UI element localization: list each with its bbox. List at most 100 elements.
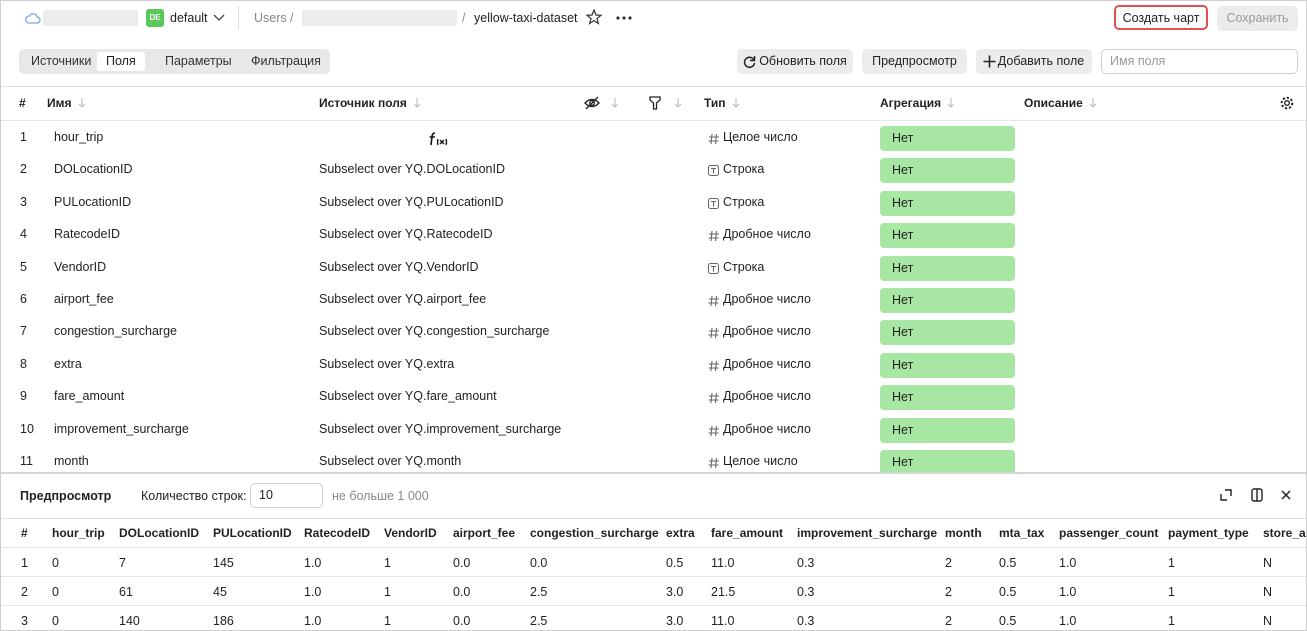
field-source[interactable]: Subselect over YQ.airport_fee — [319, 292, 487, 306]
close-icon[interactable] — [1281, 490, 1291, 500]
field-type[interactable]: Дробное число — [723, 356, 811, 371]
settings-icon[interactable] — [1280, 96, 1294, 110]
rows-input[interactable]: 10 — [250, 483, 323, 508]
field-source[interactable]: Subselect over YQ.extra — [319, 356, 455, 371]
sort-icon[interactable] — [1089, 98, 1097, 108]
preview-cell: 0.5 — [999, 556, 1017, 570]
field-source[interactable]: Subselect over YQ.improvement_surcharge — [319, 421, 562, 436]
expand-icon[interactable] — [1220, 489, 1232, 501]
field-type[interactable]: Строка — [723, 162, 765, 177]
field-type[interactable]: Дробное число — [723, 324, 811, 339]
type-icon — [708, 425, 719, 436]
aggregation-select[interactable]: Нет — [880, 223, 1015, 249]
aggregation-select[interactable]: Нет — [880, 190, 1015, 216]
sort-icon[interactable] — [674, 98, 682, 108]
workspace-name[interactable]: default — [170, 11, 208, 25]
field-name[interactable]: RatecodeID — [54, 227, 121, 242]
field-row[interactable]: 9 fare_amount Subselect over YQ.fare_amoun… — [1, 382, 1306, 412]
sort-icon[interactable] — [732, 98, 740, 108]
tab[interactable]: Поля — [97, 52, 145, 71]
formula-icon[interactable] — [429, 132, 448, 146]
aggregation-select[interactable]: Нет — [880, 288, 1015, 313]
tab[interactable]: Параметры — [165, 54, 232, 68]
field-type[interactable]: Целое число — [723, 130, 798, 144]
field-row[interactable]: 3 PULocationID Subselect over YQ.PULocatio… — [1, 188, 1306, 218]
search-input[interactable]: Имя поля — [1101, 49, 1298, 74]
preview-cell: 145 — [213, 556, 234, 570]
favorite-star[interactable] — [585, 8, 603, 25]
more-menu[interactable] — [616, 16, 632, 20]
field-type[interactable]: Дробное число — [723, 292, 811, 306]
field-row[interactable]: 7 congestion_surcharge Subselect over YQ.c… — [1, 317, 1306, 347]
preview-button[interactable]: Предпросмотр — [862, 49, 967, 74]
chevron-down[interactable] — [213, 14, 225, 22]
preview-cell: 1 — [384, 585, 391, 599]
field-name[interactable]: fare_amount — [54, 389, 125, 404]
field-name[interactable]: congestion_surcharge — [54, 324, 177, 339]
save-button[interactable]: Сохранить — [1217, 6, 1298, 31]
sort-icon[interactable] — [611, 98, 619, 108]
field-row[interactable]: 6 airport_fee Subselect over YQ.airport_fe… — [1, 285, 1306, 315]
breadcrumb-item[interactable]: Users — [254, 11, 287, 25]
column-header[interactable]: Имя — [47, 96, 72, 110]
aggregation-select[interactable]: Нет — [880, 126, 1015, 151]
field-name[interactable]: improvement_surcharge — [54, 421, 189, 436]
refresh-icon — [743, 56, 756, 69]
preview-column-header: # — [21, 526, 28, 540]
column-header[interactable]: Агрегация — [880, 96, 942, 110]
field-source[interactable]: Subselect over YQ.PULocationID — [319, 194, 504, 209]
field-name[interactable]: month — [54, 454, 89, 468]
field-name[interactable]: VendorID — [54, 259, 107, 274]
add-field-button[interactable]: Добавить поле — [976, 49, 1092, 74]
aggregation-select[interactable]: Нет — [880, 417, 1015, 443]
aggregation-select[interactable]: Нет — [880, 255, 1015, 281]
aggregation-select[interactable]: Нет — [880, 385, 1015, 411]
column-header[interactable]: Тип — [704, 96, 726, 110]
field-row[interactable]: 1 hour_trip Целое число Нет — [1, 123, 1306, 153]
field-name[interactable]: DOLocationID — [54, 162, 133, 177]
field-row[interactable]: 2 DOLocationID Subselect over YQ.DOLocatio… — [1, 155, 1306, 185]
column-header[interactable]: Описание — [1024, 96, 1083, 110]
field-row[interactable]: 10 improvement_surcharge Subselect over YQ… — [1, 415, 1306, 445]
aggregation-select[interactable]: Нет — [880, 320, 1015, 346]
tab[interactable]: Источники — [31, 54, 92, 68]
aggregation-select[interactable]: Нет — [880, 352, 1015, 378]
field-source[interactable]: Subselect over YQ.RatecodeID — [319, 227, 493, 242]
preview-cell: 1 — [384, 614, 391, 628]
field-type[interactable]: Строка — [723, 259, 765, 274]
preview-title: Предпросмотр — [20, 489, 112, 503]
create-chart-button[interactable]: Создать чарт — [1114, 5, 1208, 30]
field-source[interactable]: Subselect over YQ.fare_amount — [319, 389, 497, 404]
field-row[interactable]: 11 month Subselect over YQ.month Целое числ… — [1, 447, 1306, 473]
aggregation-select[interactable]: Нет — [880, 450, 1015, 473]
sort-icon[interactable] — [413, 98, 421, 108]
field-type[interactable]: Строка — [723, 194, 765, 209]
sort-icon[interactable] — [947, 98, 955, 108]
tab[interactable]: Фильтрация — [251, 54, 321, 68]
preview-column-header: DOLocationID — [119, 526, 199, 540]
field-source[interactable]: Subselect over YQ.congestion_surcharge — [319, 324, 550, 339]
preview-cell: 1 — [1168, 614, 1175, 628]
field-row[interactable]: 5 VendorID Subselect over YQ.VendorID Строк… — [1, 253, 1306, 283]
field-type[interactable]: Дробное число — [723, 421, 811, 436]
refresh-fields-button[interactable]: Обновить поля — [737, 49, 853, 74]
field-name[interactable]: extra — [54, 356, 82, 371]
sort-icon-part — [78, 98, 86, 108]
field-name[interactable]: hour_trip — [54, 130, 104, 144]
field-name[interactable]: PULocationID — [54, 194, 132, 209]
field-source[interactable]: Subselect over YQ.VendorID — [319, 259, 479, 274]
field-type[interactable]: Дробное число — [723, 227, 811, 242]
field-type[interactable]: Дробное число — [723, 389, 811, 404]
field-row[interactable]: 8 extra Subselect over YQ.extra Дробное чис… — [1, 350, 1306, 380]
field-source[interactable]: Subselect over YQ.DOLocationID — [319, 162, 505, 177]
field-name[interactable]: airport_fee — [54, 292, 114, 306]
divider — [1, 86, 1306, 87]
field-type[interactable]: Целое число — [723, 454, 798, 468]
sort-icon[interactable] — [78, 98, 86, 108]
field-row[interactable]: 4 RatecodeID Subselect over YQ.RatecodeID Д… — [1, 220, 1306, 250]
breadcrumb-separator: / — [290, 11, 294, 25]
aggregation-select[interactable]: Нет — [880, 158, 1015, 184]
field-source[interactable]: Subselect over YQ.month — [319, 454, 462, 468]
column-header[interactable]: Источник поля — [319, 96, 407, 110]
split-icon[interactable] — [1251, 488, 1263, 502]
